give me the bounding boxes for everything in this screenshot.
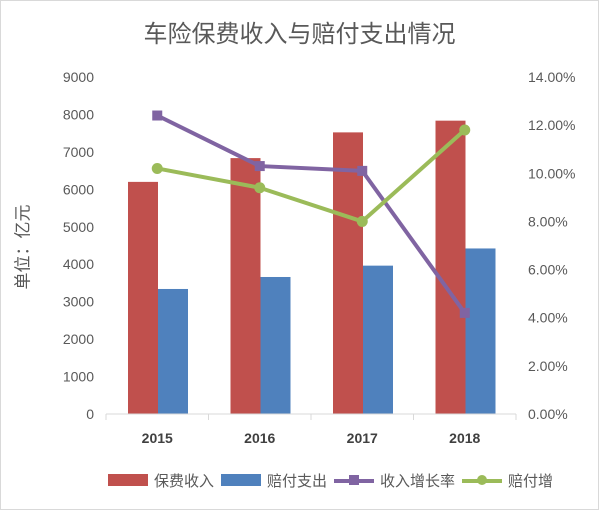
y-tick-label: 3000 bbox=[63, 294, 94, 310]
x-tick-label: 2016 bbox=[244, 430, 275, 446]
y-tick-label: 5000 bbox=[63, 219, 94, 235]
x-tick-label: 2015 bbox=[142, 430, 173, 446]
legend-item-claims-growth: 赔付增 bbox=[462, 470, 553, 491]
chart-title: 车险保费收入与赔付支出情况 bbox=[143, 20, 456, 48]
claims-growth-marker bbox=[459, 124, 471, 136]
bar-claims bbox=[465, 248, 496, 414]
legend-item-premium: 保费收入 bbox=[108, 470, 214, 491]
y-tick-label: 9000 bbox=[63, 69, 94, 85]
y-tick-label: 7000 bbox=[63, 144, 94, 160]
income-growth-marker bbox=[254, 161, 265, 172]
bar-claims bbox=[260, 276, 291, 414]
bar-premium bbox=[230, 158, 261, 414]
legend-label-claims: 赔付支出 bbox=[267, 471, 328, 490]
claims-growth-marker bbox=[254, 182, 266, 194]
income-growth-marker bbox=[459, 307, 470, 318]
y2-tick-label: 12.00% bbox=[528, 117, 575, 133]
x-tick-label: 2018 bbox=[449, 430, 480, 446]
y-tick-label: 6000 bbox=[63, 181, 94, 197]
y-tick-label: 2000 bbox=[63, 331, 94, 347]
y-tick-label: 4000 bbox=[63, 256, 94, 272]
legend-swatch-claims bbox=[221, 474, 262, 486]
legend-item-claims: 赔付支出 bbox=[221, 470, 327, 491]
bar-claims bbox=[158, 288, 188, 414]
y2-tick-label: 0.00% bbox=[528, 406, 568, 422]
legend-label-income-growth: 收入增长率 bbox=[380, 471, 456, 490]
y-tick-label: 8000 bbox=[63, 106, 94, 122]
y2-tick-label: 4.00% bbox=[528, 310, 568, 326]
y2-tick-label: 10.00% bbox=[528, 165, 575, 181]
y2-tick-label: 2.00% bbox=[528, 358, 568, 374]
y2-tick-label: 8.00% bbox=[528, 213, 568, 229]
legend-label-premium: 保费收入 bbox=[154, 471, 215, 490]
legend-item-income-growth: 收入增长率 bbox=[334, 470, 455, 491]
bar-claims bbox=[363, 265, 393, 414]
y2-tick-label: 14.00% bbox=[528, 69, 575, 85]
income-growth-marker bbox=[152, 110, 163, 121]
bar-premium bbox=[435, 120, 466, 415]
legend-swatch-premium bbox=[108, 474, 148, 486]
legend-label-claims-growth: 赔付增 bbox=[508, 471, 554, 490]
bar-premium bbox=[128, 181, 158, 414]
y2-tick-label: 6.00% bbox=[528, 262, 568, 278]
legend: 保费收入 赔付支出 收入增长率 赔付增 bbox=[108, 469, 560, 491]
y-tick-label: 0 bbox=[86, 406, 94, 422]
x-tick-label: 2017 bbox=[347, 430, 378, 446]
legend-line-claims-growth bbox=[462, 474, 503, 486]
income-growth-line bbox=[156, 113, 467, 315]
claims-growth-marker bbox=[356, 215, 368, 227]
bar-premium bbox=[333, 132, 363, 414]
income-growth-marker bbox=[357, 165, 368, 176]
claims-growth-marker bbox=[151, 162, 163, 174]
legend-line-income-growth bbox=[334, 474, 375, 486]
y-tick-label: 1000 bbox=[63, 369, 94, 385]
claims-growth-line bbox=[156, 128, 467, 224]
